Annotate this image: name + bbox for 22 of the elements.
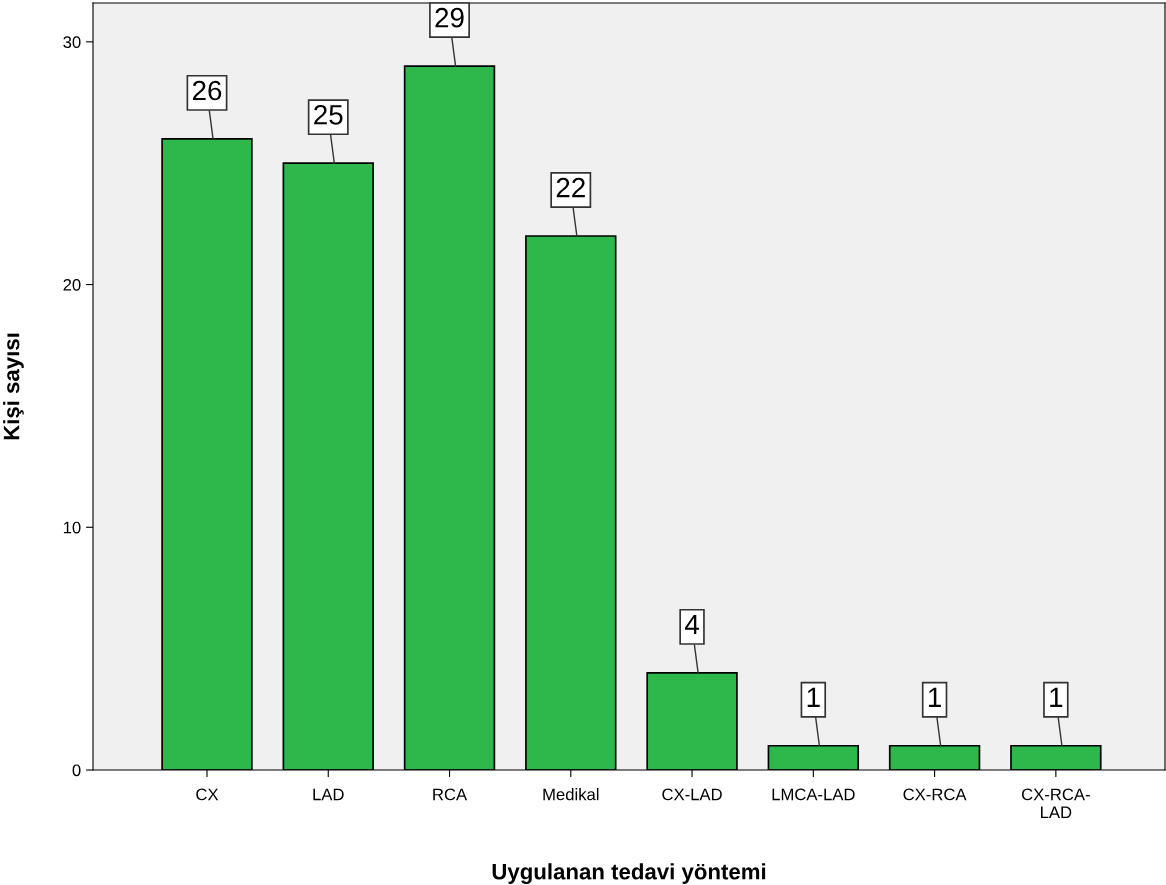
x-tick-label: CX-RCA-LAD xyxy=(1021,788,1090,819)
y-tick-label: 10 xyxy=(63,521,81,534)
x-tick-label: RCA xyxy=(433,788,468,801)
data-label: 1 xyxy=(1050,687,1063,707)
x-tick-label: LAD xyxy=(313,788,344,801)
x-axis-title: Uygulanan tedavi yöntemi xyxy=(492,863,766,885)
data-label: 25 xyxy=(314,104,343,125)
x-tick-label: CX-LAD xyxy=(662,788,722,801)
x-tick-label: Medikal xyxy=(543,788,599,801)
x-tick-label: CX-RCA xyxy=(903,788,967,801)
data-label: 1 xyxy=(928,687,941,707)
y-tick-label: 20 xyxy=(63,278,81,291)
data-label: 22 xyxy=(556,177,585,198)
y-tick-label: 0 xyxy=(72,764,81,777)
data-label: 29 xyxy=(435,7,464,28)
data-label: 26 xyxy=(192,80,222,101)
data-label: 1 xyxy=(807,687,820,707)
data-label: 4 xyxy=(684,614,699,635)
y-axis-title: Kişi sayısı xyxy=(3,333,24,440)
x-tick-label: CX xyxy=(196,788,219,801)
y-tick-label: 30 xyxy=(63,36,81,49)
x-tick-label: LMCA-LAD xyxy=(772,788,855,801)
